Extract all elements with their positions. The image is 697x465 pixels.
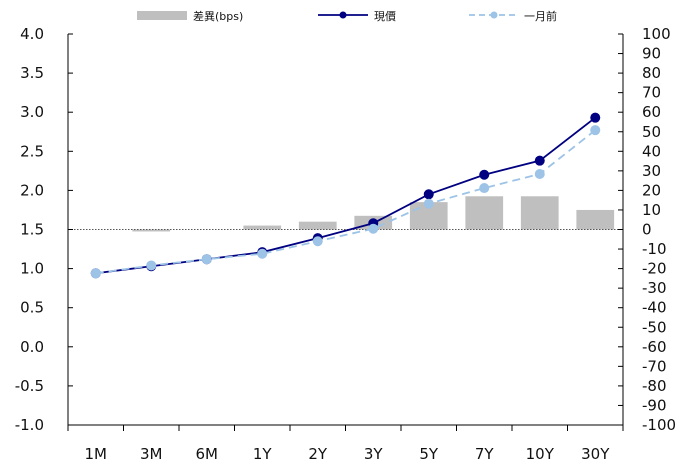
series-0-point-5Y [424, 189, 434, 199]
series-1-point-1Y [257, 249, 267, 259]
legend-swatch-bars [137, 11, 187, 20]
bar-10Y [521, 196, 559, 229]
legend-swatch-marker-1 [491, 12, 498, 19]
bar-2Y [299, 222, 337, 230]
left-tick-label: 2.0 [20, 181, 44, 199]
x-tick-label-1Y: 1Y [253, 445, 273, 463]
x-tick-label-10Y: 10Y [526, 445, 555, 463]
series-0-point-10Y [535, 156, 545, 166]
series-0-point-7Y [479, 170, 489, 180]
right-tick-label: -80 [642, 377, 667, 395]
right-tick-label: -60 [642, 338, 667, 356]
x-tick-label-3M: 3M [140, 445, 163, 463]
series-1-point-2Y [313, 236, 323, 246]
right-tick-label: -100 [642, 416, 676, 434]
tick-labels-group: 4.03.53.02.52.01.51.00.50.0-0.5-1.010090… [15, 25, 676, 463]
left-tick-label: 2.5 [20, 142, 44, 160]
left-tick-label: 0.5 [20, 299, 44, 317]
right-tick-label: -40 [642, 299, 667, 317]
left-tick-label: -1.0 [15, 416, 44, 434]
bar-1Y [243, 226, 281, 230]
x-tick-label-3Y: 3Y [364, 445, 384, 463]
right-tick-label: 90 [642, 45, 661, 63]
legend-label-bars: 差異(bps) [193, 9, 243, 23]
right-tick-label: 20 [642, 181, 661, 199]
series-1-point-5Y [424, 199, 434, 209]
right-tick-label: -50 [642, 318, 667, 336]
right-tick-label: 60 [642, 103, 661, 121]
lines-group [91, 113, 601, 279]
legend-label-0: 現價 [374, 9, 396, 23]
left-tick-label: -0.5 [15, 377, 44, 395]
right-tick-label: 50 [642, 123, 661, 141]
left-tick-label: 4.0 [20, 25, 44, 43]
series-0-point-30Y [590, 113, 600, 123]
series-1-point-30Y [590, 125, 600, 135]
series-1-point-3Y [368, 224, 378, 234]
bar-30Y [576, 210, 614, 230]
series-line-1 [96, 130, 596, 273]
right-tick-label: -30 [642, 279, 667, 297]
series-1-point-1M [91, 268, 101, 278]
right-tick-label: 0 [642, 221, 652, 239]
right-tick-label: 80 [642, 64, 661, 82]
x-tick-label-7Y: 7Y [475, 445, 495, 463]
right-tick-label: 40 [642, 142, 661, 160]
x-tick-label-30Y: 30Y [581, 445, 610, 463]
right-tick-label: 10 [642, 201, 661, 219]
right-tick-label: 70 [642, 84, 661, 102]
right-tick-label: -20 [642, 260, 667, 278]
left-tick-label: 1.0 [20, 260, 44, 278]
right-tick-label: -10 [642, 240, 667, 258]
right-tick-label: 30 [642, 162, 661, 180]
series-1-point-7Y [479, 183, 489, 193]
x-tick-label-5Y: 5Y [419, 445, 439, 463]
right-tick-label: -90 [642, 396, 667, 414]
legend-label-1: 一月前 [524, 9, 557, 23]
left-tick-label: 1.5 [20, 221, 44, 239]
left-tick-label: 3.5 [20, 64, 44, 82]
x-tick-label-1M: 1M [85, 445, 108, 463]
legend-swatch-marker-0 [340, 12, 347, 19]
right-tick-label: 100 [642, 25, 671, 43]
legend: 差異(bps) 現價 一月前 [137, 9, 557, 23]
series-1-point-10Y [535, 169, 545, 179]
bar-7Y [465, 196, 503, 229]
left-tick-label: 3.0 [20, 103, 44, 121]
series-line-0 [96, 118, 596, 274]
right-tick-label: -70 [642, 357, 667, 375]
x-tick-label-2Y: 2Y [308, 445, 328, 463]
series-1-point-6M [202, 254, 212, 264]
x-tick-label-6M: 6M [196, 445, 219, 463]
axes-group [68, 34, 623, 431]
series-1-point-3M [146, 260, 156, 270]
left-tick-label: 0.0 [20, 338, 44, 356]
